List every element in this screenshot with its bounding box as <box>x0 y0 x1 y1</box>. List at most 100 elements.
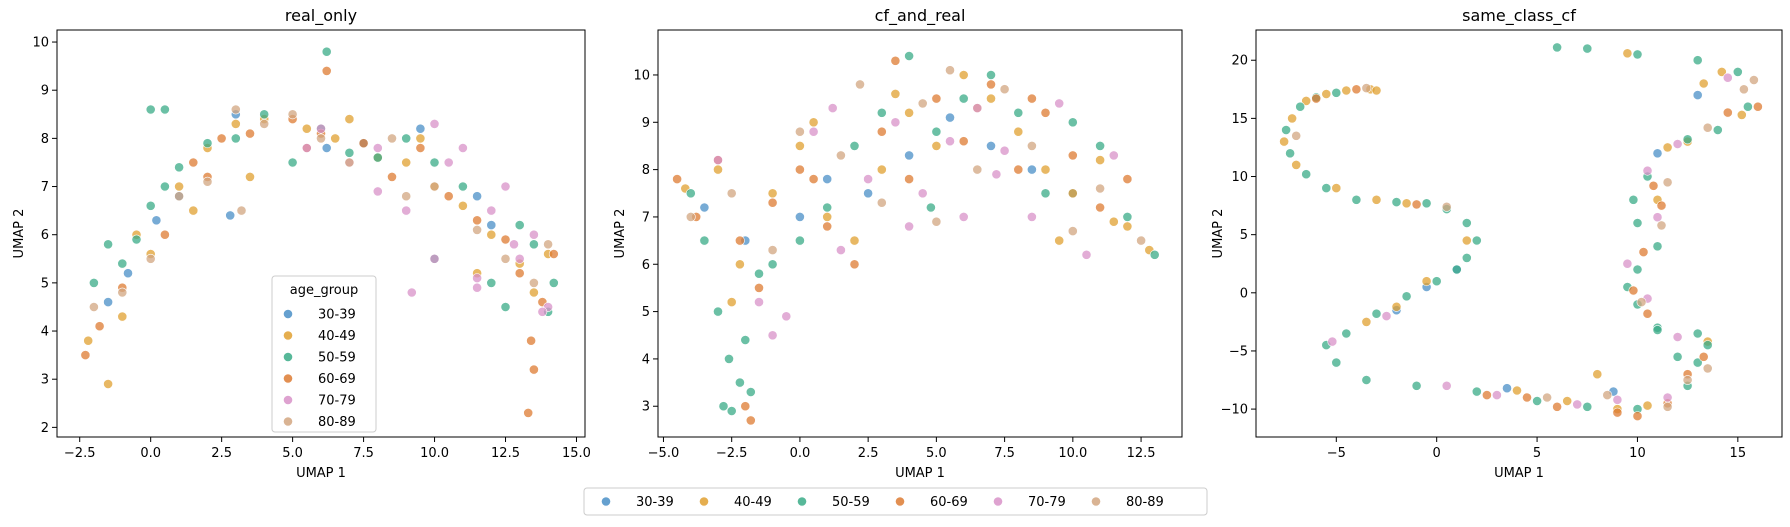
scatter-point-40-49 <box>1698 78 1709 89</box>
scatter-point-80-89 <box>767 245 778 255</box>
scatter-point-80-89 <box>945 65 955 76</box>
scatter-point-50-59 <box>1582 43 1593 54</box>
x-tick-label: 2.5 <box>858 446 879 461</box>
x-tick-label: 15 <box>1730 446 1747 461</box>
scatter-point-70-79 <box>1381 311 1392 321</box>
scatter-point-60-69 <box>1013 164 1024 175</box>
scatter-point-80-89 <box>1702 122 1713 133</box>
scatter-point-60-69 <box>1612 407 1623 418</box>
scatter-point-50-59 <box>1672 351 1683 362</box>
y-tick-label: 9 <box>41 84 49 99</box>
scatter-point-70-79 <box>754 297 764 307</box>
scatter-point-80-89 <box>1682 375 1693 385</box>
scatter-point-80-89 <box>1662 401 1673 412</box>
scatter-point-40-49 <box>1421 276 1432 287</box>
subplot-title: cf_and_real <box>875 6 966 26</box>
scatter-point-50-59 <box>685 188 696 199</box>
scatter-point-80-89 <box>89 302 99 312</box>
scatter-point-70-79 <box>500 181 511 192</box>
scatter-point-60-69 <box>321 66 332 76</box>
scatter-point-50-59 <box>1341 328 1352 339</box>
scatter-point-50-59 <box>904 51 914 61</box>
scatter-point-80-89 <box>1739 84 1749 95</box>
x-tick-label: 2.5 <box>211 446 232 461</box>
subplot-2: cf_and_real −5.0 −2.5 0.0 2.5 5.0 7.5 10.0 12.5 3… <box>613 6 1183 481</box>
scatter-point-60-69 <box>1656 200 1667 211</box>
scatter-point-80-89 <box>1136 235 1146 246</box>
scatter-points <box>1279 42 1763 421</box>
scatter-point-70-79 <box>1027 211 1037 222</box>
scatter-point-50-59 <box>958 93 969 104</box>
scatter-point-30-39 <box>945 112 955 123</box>
legend-marker <box>797 496 807 507</box>
scatter-point-30-39 <box>822 174 833 184</box>
scatter-point-60-69 <box>767 197 778 208</box>
scatter-point-80-89 <box>316 133 326 144</box>
scatter-point-80-89 <box>1602 390 1613 400</box>
scatter-point-70-79 <box>1054 98 1065 109</box>
legend-marker <box>283 352 293 362</box>
scatter-point-50-59 <box>457 181 468 192</box>
scatter-point-50-59 <box>1285 148 1295 159</box>
legend-title: age_group <box>290 283 358 298</box>
scatter-points <box>672 51 1160 426</box>
scatter-point-60-69 <box>548 249 559 259</box>
x-tick-label: 5 <box>1533 446 1541 461</box>
scatter-point-40-49 <box>1040 164 1051 175</box>
scatter-point-50-59 <box>876 107 887 118</box>
y-tick-label: −5 <box>1229 344 1248 359</box>
x-axis-label: UMAP 1 <box>296 466 346 481</box>
scatter-point-80-89 <box>1361 83 1372 93</box>
scatter-point-50-59 <box>699 235 710 246</box>
scatter-point-80-89 <box>145 253 156 264</box>
scatter-point-50-59 <box>1632 264 1643 275</box>
scatter-point-40-49 <box>1279 136 1289 147</box>
subplot-title: same_class_cf <box>1462 6 1576 26</box>
scatter-point-70-79 <box>1492 390 1502 400</box>
scatter-point-60-69 <box>1311 93 1322 104</box>
scatter-point-50-59 <box>735 377 745 388</box>
scatter-point-50-59 <box>1040 188 1051 199</box>
scatter-point-70-79 <box>1672 332 1683 342</box>
scatter-point-70-79 <box>1652 212 1663 223</box>
scatter-point-40-49 <box>1662 142 1673 153</box>
scatter-point-50-59 <box>1471 386 1482 397</box>
scatter-point-50-59 <box>1552 42 1562 53</box>
scatter-point-50-59 <box>1351 194 1362 205</box>
subplot-3: same_class_cf −5 0 5 10 15 −10 −5 0 5 10 15 20 UMAP 1… <box>1211 6 1783 481</box>
scatter-point-70-79 <box>1327 336 1338 347</box>
scatter-point-60-69 <box>514 268 525 279</box>
scatter-point-50-59 <box>1461 218 1472 228</box>
scatter-point-60-69 <box>523 407 534 418</box>
scatter-point-80-89 <box>344 157 355 168</box>
scatter-point-50-59 <box>1682 134 1693 145</box>
scatter-point-40-49 <box>986 93 996 104</box>
scatter-point-30-39 <box>699 202 710 213</box>
scatter-point-70-79 <box>457 143 468 153</box>
legend-marker <box>283 309 293 319</box>
scatter-point-60-69 <box>849 259 860 270</box>
scatter-point-60-69 <box>1753 101 1763 112</box>
y-tick-label: 5 <box>1240 228 1248 243</box>
scatter-point-30-39 <box>103 297 113 307</box>
scatter-point-50-59 <box>926 202 936 213</box>
scatter-point-50-59 <box>795 235 805 246</box>
x-tick-label: 12.5 <box>491 446 520 461</box>
scatter-point-70-79 <box>486 205 497 216</box>
legend-label: 80-89 <box>1126 495 1164 510</box>
legend-marker <box>895 496 905 507</box>
scatter-point-30-39 <box>904 150 914 161</box>
legend-bottom: 30-39 40-49 50-59 60-69 70-79 80-89 <box>583 487 1208 516</box>
scatter-point-50-59 <box>1632 218 1643 228</box>
scatter-point-50-59 <box>1301 169 1312 180</box>
scatter-point-50-59 <box>849 140 860 151</box>
scatter-point-50-59 <box>718 401 729 412</box>
scatter-point-40-49 <box>735 259 745 270</box>
scatter-point-40-49 <box>103 379 113 389</box>
scatter-point-40-49 <box>1461 235 1472 246</box>
y-axis-label: UMAP 2 <box>1211 209 1226 259</box>
scatter-point-40-49 <box>726 297 737 307</box>
scatter-point-40-49 <box>767 188 778 199</box>
